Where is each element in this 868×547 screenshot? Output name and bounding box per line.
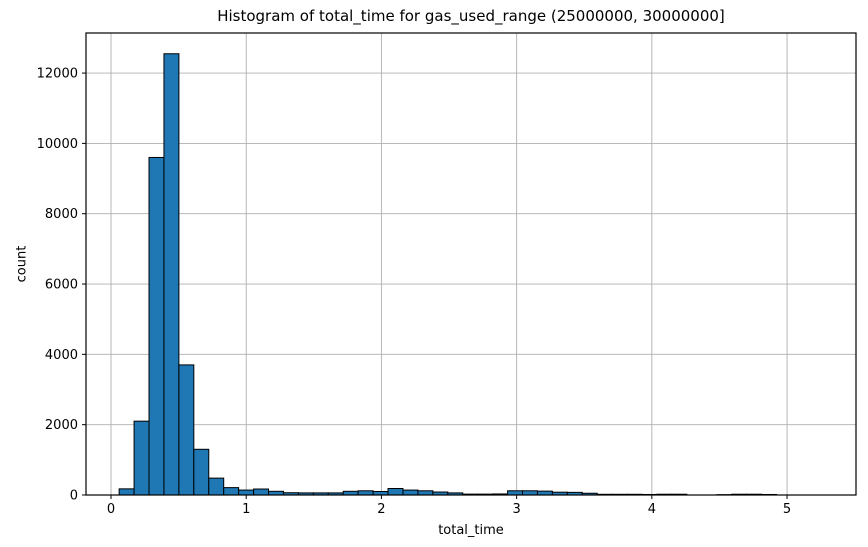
histogram-bar — [417, 490, 434, 496]
y-tick-label: 2000 — [45, 418, 78, 433]
histogram-bar — [507, 490, 524, 496]
y-tick-label: 4000 — [45, 348, 78, 363]
histogram-bar — [208, 477, 225, 496]
x-tick-label: 4 — [648, 502, 656, 517]
x-tick-label: 5 — [783, 502, 791, 517]
y-tick-label: 8000 — [45, 207, 78, 222]
chart-title: Histogram of total_time for gas_used_ran… — [217, 7, 725, 25]
y-tick-label: 6000 — [45, 278, 78, 293]
histogram-bar — [357, 490, 374, 496]
x-tick-label: 0 — [107, 502, 115, 517]
x-tick-label: 1 — [242, 502, 250, 517]
plot-border — [85, 32, 857, 496]
y-tick-label: 10000 — [37, 137, 78, 152]
x-axis-label: total_time — [438, 523, 504, 538]
y-tick-label: 0 — [70, 489, 78, 504]
y-tick-label: 12000 — [37, 67, 78, 82]
histogram-bar — [522, 490, 538, 496]
x-tick-label: 3 — [512, 502, 520, 517]
histogram-bar — [253, 488, 270, 496]
histogram-bar — [118, 488, 135, 496]
histogram-bar — [163, 53, 180, 496]
histogram-bar — [223, 487, 240, 496]
histogram-bar — [387, 487, 404, 496]
histogram-bar — [193, 448, 210, 496]
histogram-bar — [148, 156, 165, 496]
x-tick-label: 2 — [377, 502, 385, 517]
histogram-bar — [402, 489, 419, 496]
histogram-bar — [133, 420, 150, 496]
histogram-bar — [178, 364, 195, 496]
histogram-bar — [238, 489, 255, 496]
